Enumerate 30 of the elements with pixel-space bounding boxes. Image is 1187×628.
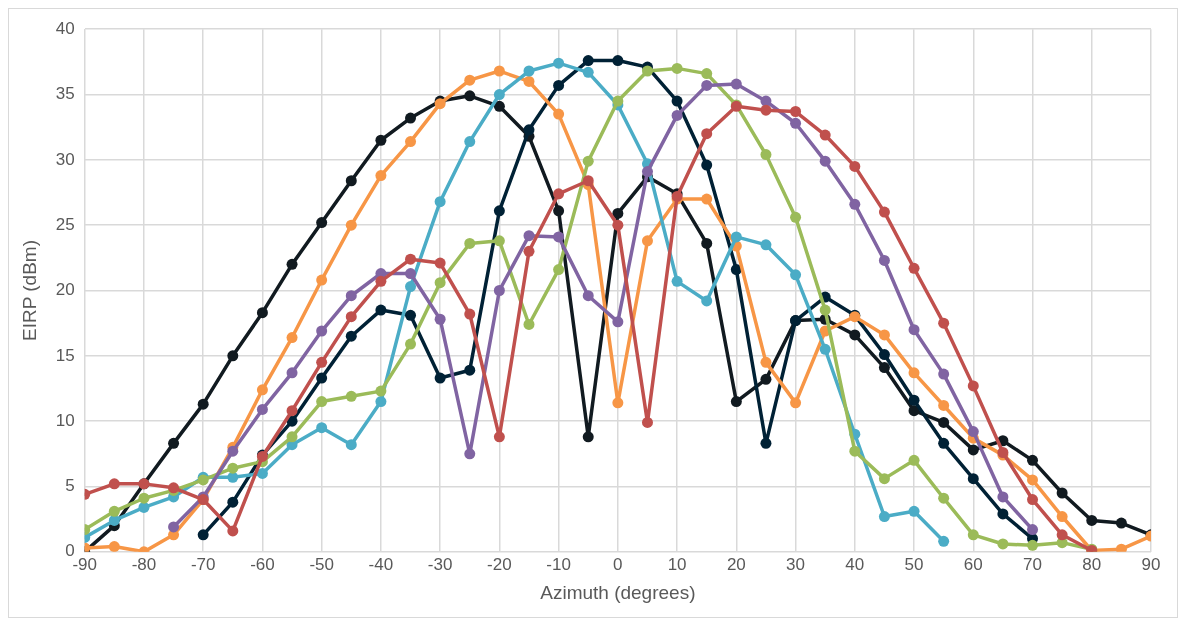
x-tick-label: 20: [726, 554, 746, 574]
y-axis-title: EIRP (dBm): [18, 239, 40, 342]
x-tick-label: 70: [1023, 554, 1042, 574]
y-tick-label: 10: [55, 410, 75, 430]
y-tick-label: 5: [65, 476, 75, 496]
x-tick-label: 90: [1141, 554, 1161, 574]
x-tick-label: -20: [487, 554, 512, 574]
y-tick-label: 25: [55, 214, 75, 234]
x-tick-label: 40: [845, 554, 865, 574]
x-tick-label: -50: [309, 554, 334, 574]
x-tick-label: -80: [131, 554, 157, 574]
x-tick-label: 80: [1082, 554, 1102, 574]
y-tick-label: 20: [55, 280, 75, 300]
x-tick-label: 50: [904, 554, 924, 574]
x-tick-label: 30: [786, 554, 806, 574]
y-tick-label: 15: [55, 345, 75, 365]
y-tick-label: 30: [55, 149, 75, 169]
y-tick-label: 40: [55, 18, 75, 38]
x-tick-label: 0: [613, 554, 623, 574]
x-tick-label: 10: [667, 554, 687, 574]
x-axis-title: Azimuth (degrees): [540, 581, 696, 603]
x-tick-label: -40: [368, 554, 394, 574]
x-tick-label: -90: [72, 554, 97, 574]
y-tick-label: 35: [55, 84, 75, 104]
y-tick-label: 0: [65, 541, 75, 561]
x-tick-label: 60: [963, 554, 983, 574]
x-tick-label: -10: [546, 554, 571, 574]
x-tick-label: -30: [427, 554, 453, 574]
x-tick-label: -60: [250, 554, 275, 574]
x-tick-label: -70: [190, 554, 216, 574]
